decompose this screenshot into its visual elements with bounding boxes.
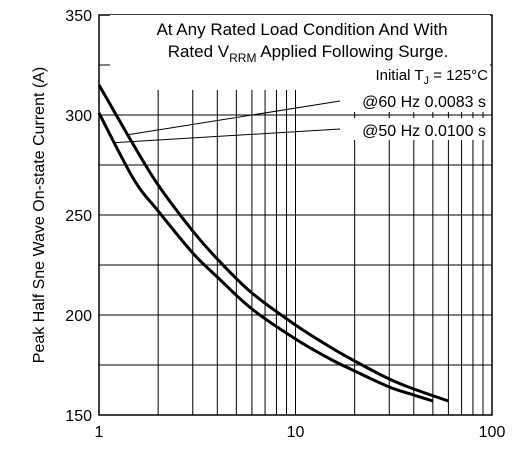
legend-60hz: @60 Hz 0.0083 s [362,94,486,111]
y-tick-label-1: 200 [65,308,92,325]
annotation-line3-subscript: J [424,75,430,87]
annotation-line2-prefix: Rated V [168,42,230,61]
x-tick-labels: 1 10 100 [95,424,506,441]
y-axis-label: Peak Half Sne Wave On-state Current (A) [31,67,48,363]
y-tick-label-0: 150 [65,408,92,425]
x-tick-label-0: 1 [95,424,104,441]
legend-50hz: @50 Hz 0.0100 s [362,123,486,140]
annotation-background [110,15,490,90]
leader-50hz [114,128,341,144]
annotation-line3: Initial TJ = 125°C [375,67,488,87]
annotation-line2-suffix: Applied Following Surge. [256,42,448,61]
curve-60hz [97,84,449,403]
y-tick-label-4: 350 [65,8,92,25]
y-tick-label-2: 250 [65,208,92,225]
annotation-line2: Rated VRRM Applied Following Surge. [168,42,449,65]
y-tick-label-3: 300 [65,108,92,125]
legend-leader-lines [114,100,341,144]
x-tick-label-2: 100 [479,424,506,441]
annotation-line3-suffix: = 125°C [429,67,488,84]
legend-60hz-background [340,90,490,112]
legend-50hz-background [340,118,490,140]
x-tick-label-1: 10 [287,424,305,441]
annotation-line2-subscript: RRM [229,51,256,65]
leader-60hz [127,100,341,136]
annotation-line1: At Any Rated Load Condition And With [156,20,447,39]
y-tick-labels: 150 200 250 300 350 [65,8,92,425]
curve-50hz [97,112,434,403]
annotation-line3-prefix: Initial T [375,67,423,84]
curves [97,84,449,403]
